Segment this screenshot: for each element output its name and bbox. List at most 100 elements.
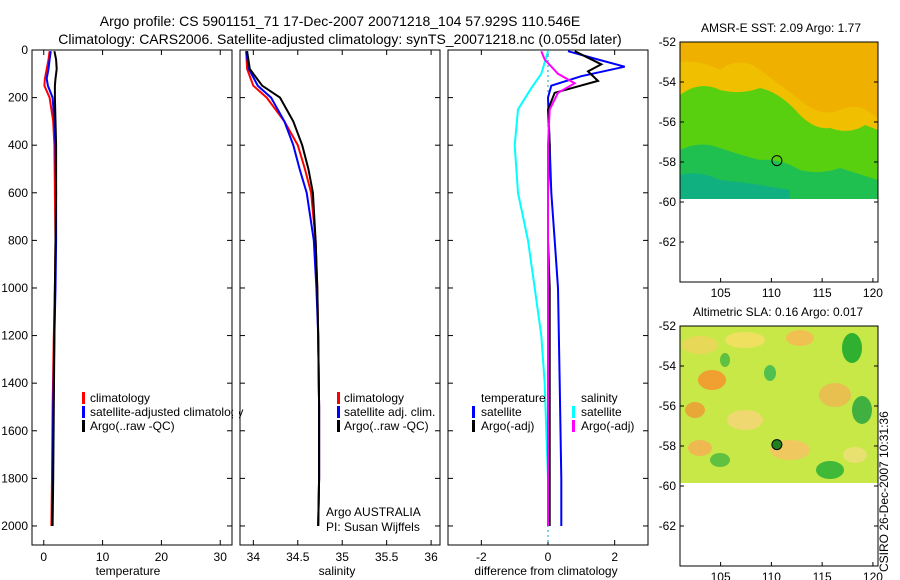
temperature-axes	[31, 49, 233, 546]
difference-plot: -2 0 2	[448, 49, 648, 564]
sst-heatmap	[680, 42, 878, 199]
difference-legend-temperature: temperature satellite Argo(-adj)	[472, 391, 546, 433]
legend-temp-satellite: satellite	[481, 405, 522, 419]
legend-swatch-climatology	[337, 392, 340, 404]
legend-satellite-adjusted: satellite-adjusted climatology	[90, 405, 243, 419]
depth-tick-label: 1800	[1, 471, 28, 485]
legend-swatch-satellite	[82, 406, 85, 418]
difference-xlabel: difference from climatology	[474, 564, 617, 578]
map-y-tick-label: -52	[659, 35, 677, 49]
x-tick-label: 30	[214, 550, 228, 564]
x-tick-label: 0	[40, 550, 47, 564]
sla-ticks: 105 110 115 120 -52 -54 -56 -58 -60 -62	[659, 319, 884, 580]
legend-argo: Argo(..raw -QC)	[344, 419, 429, 433]
salinity-axes	[239, 49, 441, 546]
pi-label: PI: Susan Wijffels	[326, 520, 420, 534]
legend-climatology: climatology	[90, 391, 150, 405]
legend-climatology: climatology	[344, 391, 404, 405]
series-line-argo-raw-qc-	[246, 51, 321, 527]
legend-argo: Argo(..raw -QC)	[90, 419, 175, 433]
legend-swatch-salt-satellite	[572, 406, 575, 418]
series-line-salinity-argo-adj-	[540, 50, 577, 526]
map-x-tick-label: 120	[863, 570, 883, 580]
map-y-tick-label: -60	[659, 195, 677, 209]
depth-tick-labels: 0 200 400 600 800 1000 1200 1400 1600 1800 2000	[1, 43, 28, 533]
x-tick-label: 34	[247, 550, 261, 564]
map-y-tick-label: -56	[659, 115, 677, 129]
temperature-legend: climatology satellite-adjusted climatolo…	[82, 391, 243, 433]
depth-tick-label: 600	[8, 186, 28, 200]
sst-argo-marker	[771, 155, 783, 167]
temperature-plot: 0 10 20 30	[32, 49, 232, 564]
depth-tick-label: 2000	[1, 519, 28, 533]
legend-salinity-title: salinity	[581, 391, 618, 405]
series-line-temperature-argo-adj-	[546, 50, 604, 526]
sst-map-title: AMSR-E SST: 2.09 Argo: 1.77	[701, 21, 861, 35]
series-line-climatology	[245, 51, 321, 527]
map-x-tick-label: 105	[711, 286, 731, 300]
salinity-plot: 34 34.5 35 35.5 36	[240, 49, 440, 564]
legend-satellite-adj: satellite adj. clim.	[344, 405, 435, 419]
series-line-argo-raw-qc-	[51, 50, 58, 527]
x-tick-label: 10	[96, 550, 110, 564]
depth-tick-label: 1200	[1, 329, 28, 343]
legend-temp-argo: Argo(-adj)	[481, 419, 534, 433]
csiro-stamp: CSIRO 26-Dec-2007 10:31:36	[877, 411, 891, 572]
legend-swatch-argo	[337, 420, 340, 432]
legend-temperature-title: temperature	[481, 391, 546, 405]
argo-australia-label: Argo AUSTRALIA	[326, 505, 421, 519]
sla-heatmap	[680, 326, 878, 483]
map-x-tick-label: 110	[762, 570, 781, 580]
legend-salt-satellite: satellite	[581, 405, 622, 419]
series-line-temperature-satellite	[546, 50, 625, 526]
x-tick-label: 2	[611, 550, 618, 564]
map-y-tick-label: -62	[659, 235, 677, 249]
legend-swatch-argo	[82, 420, 85, 432]
sla-map-title: Altimetric SLA: 0.16 Argo: 0.017	[693, 305, 863, 319]
map-y-tick-label: -54	[659, 359, 677, 373]
salinity-xlabel: salinity	[319, 564, 356, 578]
sst-ticks: 105 110 115 120 -52 -54 -56 -58 -60 -62	[659, 35, 884, 300]
depth-tick-label: 200	[8, 91, 28, 105]
depth-tick-label: 800	[8, 233, 28, 247]
depth-tick-label: 1600	[1, 424, 28, 438]
map-x-tick-label: 110	[762, 286, 781, 300]
legend-swatch-temp-argo	[472, 420, 475, 432]
map-x-tick-label: 105	[711, 570, 731, 580]
x-tick-label: 34.5	[286, 550, 310, 564]
salinity-legend: climatology satellite adj. clim. Argo(..…	[337, 391, 435, 433]
depth-tick-label: 0	[21, 43, 28, 57]
depth-tick-label: 1000	[1, 281, 28, 295]
sla-argo-marker	[771, 439, 783, 451]
map-y-tick-label: -56	[659, 399, 677, 413]
map-y-tick-label: -60	[659, 479, 677, 493]
x-tick-label: 0	[545, 550, 552, 564]
map-y-tick-label: -58	[659, 439, 677, 453]
difference-legend-salinity: salinity satellite Argo(-adj)	[572, 391, 634, 433]
x-tick-label: 35.5	[375, 550, 399, 564]
legend-swatch-satellite	[337, 406, 340, 418]
legend-swatch-salt-argo	[572, 420, 575, 432]
title-line-2: Climatology: CARS2006. Satellite-adjuste…	[58, 31, 621, 47]
legend-swatch-temp-satellite	[472, 406, 475, 418]
map-x-tick-label: 115	[813, 570, 832, 580]
x-tick-label: 20	[155, 550, 169, 564]
depth-tick-label: 1400	[1, 376, 28, 390]
x-tick-label: 36	[424, 550, 438, 564]
map-x-tick-label: 115	[813, 286, 832, 300]
temperature-xlabel: temperature	[96, 564, 161, 578]
title-line-1: Argo profile: CS 5901151_71 17-Dec-2007 …	[100, 13, 581, 29]
legend-salt-argo: Argo(-adj)	[581, 419, 634, 433]
map-y-tick-label: -62	[659, 519, 677, 533]
x-tick-label: 35	[336, 550, 350, 564]
series-line-salinity-satellite	[513, 50, 549, 526]
map-x-tick-label: 120	[863, 286, 883, 300]
map-y-tick-label: -52	[659, 319, 677, 333]
depth-tick-label: 400	[8, 138, 28, 152]
series-line-satellite-adj-clim-	[245, 51, 321, 527]
map-y-tick-label: -54	[659, 75, 677, 89]
legend-swatch-climatology	[82, 392, 85, 404]
x-tick-label: -2	[476, 550, 487, 564]
map-y-tick-label: -58	[659, 155, 677, 169]
